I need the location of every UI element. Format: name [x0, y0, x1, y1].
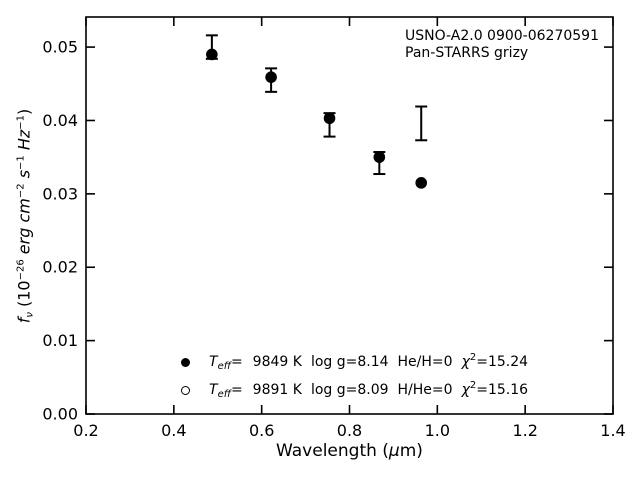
y-tick-label: 0.03: [42, 184, 78, 203]
open-circle-marker-icon: [181, 385, 190, 395]
chi-superscript: 2: [469, 380, 477, 391]
legend-text-model2: Teff= 9891 K log g=8.09 H/He=0 χ2=15.16: [209, 380, 529, 400]
annotation-survey: Pan-STARRS grizy: [405, 45, 529, 61]
model-point: [265, 71, 277, 83]
y-axis-label-exp2: −2: [15, 183, 27, 199]
x-axis-label: Wavelength (μm): [86, 441, 613, 461]
y-axis-label-hz: Hz: [14, 129, 34, 156]
teff-subscript: eff: [217, 389, 231, 400]
y-axis-label-open: (10: [14, 280, 34, 313]
legend-entry-model1: Teff= 9849 K log g=8.14 He/H=0 χ2=15.24: [172, 348, 528, 376]
composition-value: He/H=0: [397, 354, 453, 370]
y-axis-label-f: f: [14, 317, 34, 324]
x-tick-label: 1.0: [425, 421, 450, 440]
x-tick-label: 0.8: [337, 421, 362, 440]
chi-symbol: χ: [461, 354, 470, 370]
legend-entry-model2: Teff= 9891 K log g=8.09 H/He=0 χ2=15.16: [172, 376, 528, 404]
teff-equals: =: [230, 382, 243, 398]
annotation-source-id: USNO-A2.0 0900-06270591: [405, 28, 599, 44]
teff-value: 9891 K: [252, 382, 302, 398]
x-axis-label-mu: μ: [388, 441, 400, 461]
y-tick-label: 0.04: [42, 111, 78, 130]
model-point: [373, 151, 386, 163]
x-tick-label: 0.6: [249, 421, 274, 440]
teff-subscript: eff: [217, 361, 231, 372]
y-axis-label-exp1b: −1: [15, 114, 27, 130]
chi-superscript: 2: [469, 352, 477, 363]
y-tick-label: 0.01: [42, 331, 78, 350]
legend-text-model1: Teff= 9849 K log g=8.14 He/H=0 χ2=15.24: [209, 352, 529, 372]
x-tick-label: 0.4: [161, 421, 186, 440]
y-axis-label-s: s: [14, 169, 34, 184]
chi-symbol: χ: [461, 382, 470, 398]
y-tick-label: 0.00: [42, 405, 78, 424]
y-axis-label-close: ): [14, 108, 34, 115]
y-axis-label-exp1a: −1: [15, 155, 27, 170]
teff-symbol: T: [209, 354, 218, 370]
logg-value: log g=8.14: [310, 354, 389, 370]
teff-value: 9849 K: [252, 354, 302, 370]
chi-value: =15.16: [476, 382, 529, 398]
logg-value: log g=8.09: [310, 382, 389, 398]
y-axis-label-ergcm: erg cm: [14, 198, 34, 260]
x-tick-label: 1.2: [512, 421, 537, 440]
y-axis-label-nu: ν: [24, 312, 36, 318]
y-axis-label-exp26: −26: [15, 259, 27, 281]
x-tick-label: 0.2: [73, 421, 98, 440]
chi-value: =15.24: [476, 354, 529, 370]
y-tick-label: 0.02: [42, 258, 78, 277]
model-point: [415, 177, 428, 189]
x-axis-label-unit: m): [399, 441, 423, 461]
composition-value: H/He=0: [397, 382, 453, 398]
teff-equals: =: [230, 354, 243, 370]
teff-symbol: T: [209, 382, 218, 398]
y-axis-label: fν (10−26 erg cm−2 s−1 Hz−1): [14, 108, 36, 324]
model-point: [323, 112, 336, 125]
x-axis-label-text: Wavelength (: [276, 441, 389, 461]
y-tick-label: 0.05: [42, 38, 78, 57]
model-point: [206, 48, 218, 61]
x-tick-label: 1.4: [600, 421, 625, 440]
filled-circle-marker-icon: [181, 357, 190, 367]
annotation-block: USNO-A2.0 0900-06270591 Pan-STARRS grizy: [405, 28, 599, 62]
